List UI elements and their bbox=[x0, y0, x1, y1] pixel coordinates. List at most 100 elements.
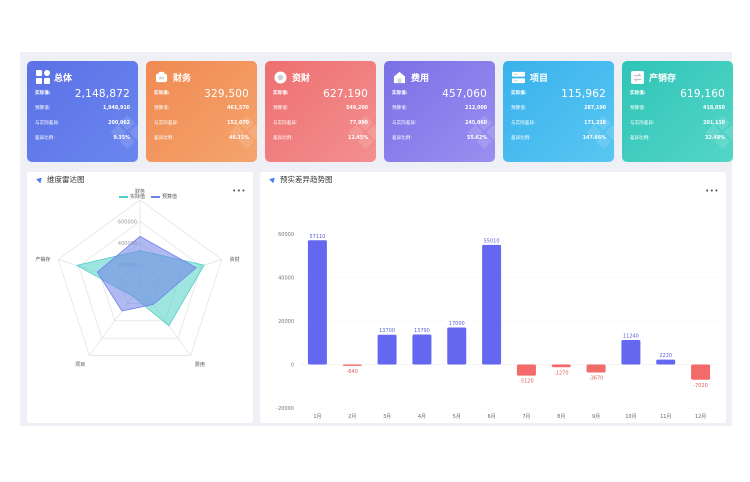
legend-actual-label[interactable]: 实际值 bbox=[130, 194, 146, 200]
y-tick-label: 40000 bbox=[278, 276, 294, 282]
card-metric-value: 200,062 bbox=[108, 121, 130, 126]
x-tick-label: 11月 bbox=[660, 414, 671, 420]
bar-10 bbox=[621, 340, 641, 365]
radar-panel: 维度雷达图 ••• 实际值 预算值 600000400000200000财务资财… bbox=[27, 172, 253, 423]
card-production[interactable]: 产销存实际值: 619,160 预算值: 418,050 与实际差异: 201,110 差异… bbox=[622, 61, 733, 162]
bar-2 bbox=[342, 364, 362, 366]
card-metric-label: 预算值: bbox=[392, 106, 408, 111]
x-tick-label: 7月 bbox=[522, 414, 530, 420]
y-tick-label: -20000 bbox=[276, 406, 294, 412]
card-metric-row: 预算值: 418,050 bbox=[630, 106, 725, 112]
card-metric-label: 预算值: bbox=[154, 106, 170, 111]
card-metric-row: 与实际差异: 201,110 bbox=[630, 121, 725, 127]
trend-more-button[interactable]: ••• bbox=[705, 187, 719, 195]
legend-budget-label[interactable]: 预算值 bbox=[162, 194, 178, 200]
radar-grid-ring bbox=[78, 221, 202, 339]
card-metric-value: 245,060 bbox=[465, 121, 487, 126]
card-header: 财务 bbox=[154, 68, 249, 86]
card-actual-value: 329,500 bbox=[204, 88, 249, 100]
radar-tick-label: 600000 bbox=[118, 220, 137, 226]
card-actual-value: 457,060 bbox=[442, 88, 487, 100]
bar-9 bbox=[586, 364, 606, 373]
card-metric-row: 差异比例: 147.66% bbox=[511, 136, 606, 142]
card-actual-row: 实际值: 329,500 bbox=[154, 88, 249, 100]
card-actual-value: 2,148,872 bbox=[74, 88, 130, 100]
x-tick-label: 12月 bbox=[695, 414, 706, 420]
radar-indicator-label: 产销存 bbox=[35, 256, 50, 263]
x-tick-label: 4月 bbox=[418, 414, 426, 420]
bar-value-label: 2220 bbox=[659, 353, 672, 359]
bar-value-label: -3670 bbox=[589, 375, 604, 381]
x-tick-label: 2月 bbox=[348, 414, 356, 420]
card-metric-value: 147.66% bbox=[582, 136, 606, 141]
card-actual-row: 实际值: 627,190 bbox=[273, 89, 368, 100]
card-watermark-icon: ❖ bbox=[106, 106, 138, 160]
bar-8 bbox=[551, 364, 571, 368]
bar-value-label: 17000 bbox=[449, 321, 465, 327]
card-metric-value: 9.35% bbox=[113, 136, 130, 141]
card-project[interactable]: 项目 实际值: 115,962 预算值: 287,190 与实际差异: 171,228 差异比… bbox=[503, 61, 614, 162]
bar-value-label: 13790 bbox=[414, 328, 430, 334]
card-metric-label: 与实际差异: bbox=[154, 121, 179, 126]
radar-series-budget bbox=[96, 235, 197, 312]
card-title: 产销存 bbox=[649, 73, 677, 84]
bar-4 bbox=[412, 334, 432, 365]
card-metric-row: 差异比例: 9.35% bbox=[35, 136, 130, 142]
card-metric-value: 212,000 bbox=[465, 106, 487, 111]
card-metric-row: 预算值: 461,570 bbox=[154, 106, 249, 112]
bar-value-label: -640 bbox=[347, 369, 358, 375]
card-actual-label: 实际值: bbox=[35, 91, 51, 96]
card-metric-label: 与实际差异: bbox=[273, 121, 298, 126]
x-tick-label: 5月 bbox=[453, 414, 461, 420]
card-metric-label: 预算值: bbox=[511, 106, 527, 111]
radar-grid-ring bbox=[57, 199, 223, 356]
bar-value-label: -7020 bbox=[693, 383, 708, 389]
x-tick-label: 3月 bbox=[383, 414, 391, 420]
card-header: 资财 bbox=[273, 68, 368, 86]
card-title: 财务 bbox=[173, 73, 192, 84]
card-metric-value: 287,190 bbox=[584, 106, 606, 111]
trend-title: 预实差异趋势图 bbox=[269, 174, 333, 185]
radar-indicator-label: 资财 bbox=[230, 256, 240, 263]
card-metric-label: 差异比例: bbox=[630, 136, 650, 141]
card-metric-value: 1,948,910 bbox=[102, 106, 130, 111]
y-tick-label: 20000 bbox=[278, 319, 294, 325]
card-metric-label: 预算值: bbox=[630, 106, 646, 111]
card-watermark-icon: ❖ bbox=[463, 106, 495, 160]
radar-indicator-label: 项目 bbox=[75, 362, 85, 368]
radar-indicator-label: 财务 bbox=[135, 188, 145, 195]
card-metric-value: 32.48% bbox=[705, 136, 725, 141]
card-metric-label: 预算值: bbox=[35, 106, 51, 111]
card-metric-value: 201,110 bbox=[703, 121, 725, 126]
card-actual-label: 实际值: bbox=[630, 91, 646, 96]
card-finance[interactable]: 财务 实际值: 329,500 预算值: 461,570 与实际差异: 152,070 差异比… bbox=[146, 61, 257, 162]
x-tick-label: 9月 bbox=[592, 414, 600, 420]
card-metric-value: 461,570 bbox=[227, 106, 249, 111]
x-tick-label: 6月 bbox=[487, 414, 495, 420]
card-actual-value: 619,160 bbox=[680, 88, 725, 100]
card-expense[interactable]: 费用 实际值: 457,060 预算值: 212,000 与实际差异: 245,060 差异比… bbox=[384, 61, 495, 162]
radar-title: 维度雷达图 bbox=[36, 174, 85, 185]
radar-tick-label: 400000 bbox=[118, 241, 137, 247]
card-actual-row: 实际值: 2,148,872 bbox=[35, 88, 130, 100]
x-tick-label: 8月 bbox=[557, 414, 565, 420]
card-actual-row: 实际值: 457,060 bbox=[392, 88, 487, 100]
card-header: 费用 bbox=[392, 68, 487, 86]
card-metric-row: 与实际差异: 171,228 bbox=[511, 121, 606, 127]
card-metric-label: 与实际差异: bbox=[392, 121, 417, 126]
card-metric-value: 171,228 bbox=[584, 121, 606, 126]
card-watermark-icon: ❖ bbox=[701, 106, 733, 160]
card-asset[interactable]: 资财 实际值: 627,190 预算值: 549,200 与实际差异: 77,990 差异比例… bbox=[265, 61, 376, 162]
card-metric-value: 418,050 bbox=[703, 106, 725, 111]
card-metric-value: 549,200 bbox=[346, 106, 368, 111]
radar-more-button[interactable]: ••• bbox=[232, 187, 246, 195]
radar-legend[interactable]: 实际值 预算值 bbox=[113, 193, 177, 200]
grid-icon bbox=[35, 70, 50, 85]
x-tick-label: 10月 bbox=[625, 414, 636, 420]
card-metric-row: 预算值: 212,000 bbox=[392, 106, 487, 112]
card-watermark-icon: ❖ bbox=[344, 106, 376, 160]
card-total[interactable]: 总体 实际值: 2,148,872 预算值: 1,948,910 与实际差异: 200,06… bbox=[27, 61, 138, 162]
card-metric-value: 12.45% bbox=[348, 136, 368, 141]
card-actual-label: 实际值: bbox=[392, 91, 408, 96]
card-metric-value: 152,070 bbox=[227, 121, 249, 126]
